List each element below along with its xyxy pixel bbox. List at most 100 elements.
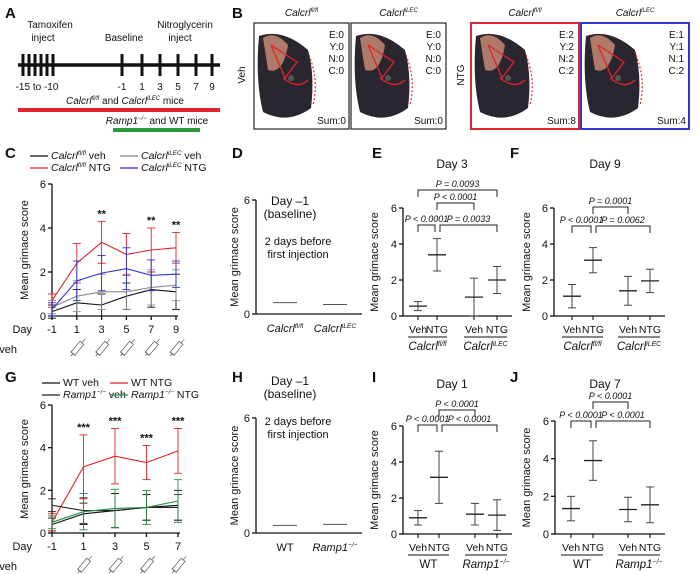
panel-g-line-chart: 0 2 4 6 Mean grimace score Day -1 1 3 5 7 NTG/veh WT…: [0, 377, 199, 574]
legend-entry: Ramp1−/−​ veh: [63, 389, 126, 401]
bracket-line: [436, 202, 475, 210]
genotype-label: Ramp1−/−​: [615, 559, 662, 571]
x-tick-label: 5: [143, 541, 149, 553]
significance-bracket: P = 0.0001: [589, 196, 632, 214]
label-text: NTG: [86, 162, 111, 174]
genotype-label: WT: [573, 559, 591, 571]
score-text: Y:1: [670, 42, 685, 53]
nose-annotation: [405, 54, 413, 106]
grimace-annotation: [487, 44, 526, 86]
syringe-icon: [140, 555, 156, 574]
mouse-face-image: [354, 33, 413, 118]
panel-c-line-chart: 0 2 4 6 Mean grimace score Day -1 1 3 5 7 9 NTG/veh C…: [0, 150, 207, 357]
syringe-icon: [144, 338, 160, 357]
line: [106, 338, 111, 344]
legend-entry: WT veh: [63, 377, 99, 389]
category-label: CalcrliLEC​: [314, 323, 357, 335]
genotype-label: Ramp1−/−​: [462, 559, 509, 571]
panel-label: A: [5, 5, 16, 22]
x-axis-label: Day: [12, 541, 32, 553]
y-tick-label: 2: [40, 267, 46, 279]
chart-title: (baseline): [264, 207, 317, 221]
label-text: Ramp1: [615, 559, 652, 571]
y-tick-label: 0: [244, 528, 250, 540]
tamoxifen-label: Tamoxifen: [27, 20, 73, 31]
bracket-line: [570, 420, 592, 428]
timeline-tick-label: 7: [193, 82, 199, 93]
label-superscript: −/−: [500, 559, 510, 566]
category-label: Calcrlfl/fl​: [267, 323, 304, 335]
score-text: N:0: [328, 54, 344, 65]
line: [169, 351, 175, 356]
series-line-path: [51, 241, 177, 301]
bracket-line: [592, 401, 629, 409]
genotype-label: Calcrlfl/fl​: [563, 341, 602, 353]
label-superscript: iLEC: [168, 162, 182, 169]
p-value-label: P < 0.0001: [405, 214, 448, 224]
score-text: E:0: [426, 30, 441, 41]
y-tick-label: 4: [391, 457, 397, 469]
y-tick-label: 2: [391, 493, 397, 505]
label-superscript: −/−: [97, 389, 106, 396]
score-text: Y:2: [560, 42, 575, 53]
label-text: Calcrl: [463, 341, 493, 353]
p-value-label: P < 0.0001: [448, 414, 491, 424]
category-label: WT: [276, 542, 293, 554]
baseline-label: Baseline: [105, 33, 144, 44]
significance-bracket: P < 0.0001: [595, 410, 651, 428]
label-text: Ramp1: [131, 389, 165, 401]
group-label: NTG: [582, 542, 604, 554]
x-tick-label: -1: [47, 324, 57, 336]
significance-bracket: P < 0.0001: [589, 391, 632, 409]
sum-text: Sum:0: [317, 116, 346, 127]
genotype-label: CalcrliLEC​: [379, 8, 418, 19]
label-text: Ramp1: [462, 559, 499, 571]
cohort-calcrl-label: Calcrlfl/fl​ and CalcrliLEC​ mice: [66, 96, 184, 107]
line: [171, 570, 175, 574]
panel-label: J: [510, 369, 518, 386]
chart-note: first injection: [267, 249, 328, 261]
label-superscript: −/−: [348, 542, 358, 549]
label-text: veh: [86, 150, 106, 162]
label-superscript: iLEC: [405, 8, 419, 14]
label-superscript: fl/fl: [534, 8, 542, 14]
label-text: Calcrl: [51, 150, 79, 162]
score-text: N:2: [558, 54, 574, 65]
genotype-label: CalcrliLEC​: [617, 341, 662, 353]
y-tick-label: 0: [391, 529, 397, 541]
x-tick-label: 3: [99, 324, 105, 336]
label-text: NTG: [174, 389, 199, 401]
p-value-label: P = 0.0033: [447, 214, 490, 224]
bracket-line: [438, 409, 476, 417]
genotype-label: WT: [420, 559, 438, 571]
y-tick-label: 0: [40, 528, 46, 540]
significance-bracket: P < 0.0001: [435, 399, 479, 417]
group-label: NTG: [639, 542, 661, 554]
group-label: NTG: [582, 324, 604, 336]
group-label: Veh: [466, 542, 484, 554]
bracket-line: [571, 225, 592, 233]
line: [182, 555, 187, 561]
series-line: [48, 271, 180, 319]
group-label: Veh: [465, 324, 483, 336]
chart-title: Day –1: [271, 374, 309, 388]
label-superscript: iLEC: [342, 323, 357, 330]
p-value-label: P < 0.0001: [589, 391, 632, 401]
label-superscript: iLEC: [147, 96, 161, 102]
label-superscript: fl/fl: [593, 341, 602, 348]
significance-stars: ***: [140, 433, 154, 445]
label-superscript: −/−: [138, 116, 147, 122]
grimace-annotation: [270, 44, 309, 86]
line: [180, 338, 185, 344]
panel-label: F: [510, 145, 519, 162]
p-value-label: P < 0.0001: [434, 192, 477, 202]
p-value-label: P < 0.0001: [406, 414, 449, 424]
x-tick-label: 7: [175, 541, 181, 553]
score-text: E:2: [559, 30, 574, 41]
line: [95, 351, 101, 356]
significance-bracket: P = 0.0062: [595, 215, 651, 233]
series-line: [48, 247, 180, 317]
